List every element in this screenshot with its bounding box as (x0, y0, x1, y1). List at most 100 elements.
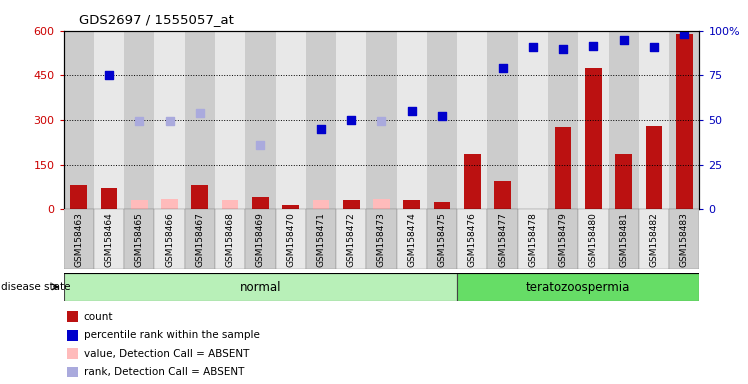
Bar (639, 31, 669, 209)
Text: GSM158463: GSM158463 (74, 212, 83, 267)
Bar (396, 209, 427, 269)
Point (133, 118, 145, 124)
Text: GSM158464: GSM158464 (105, 212, 114, 267)
Point (194, 109, 206, 116)
Point (557, 45, 569, 51)
Bar (313, 200, 329, 209)
Text: GSM158478: GSM158478 (528, 212, 537, 267)
Bar (548, 209, 578, 269)
Bar (191, 185, 208, 209)
Text: GSM158480: GSM158480 (589, 212, 598, 267)
Bar (162, 199, 178, 209)
Bar (488, 31, 518, 209)
Bar (215, 31, 245, 209)
Text: GSM158469: GSM158469 (256, 212, 265, 267)
Bar (646, 126, 662, 209)
Bar (518, 209, 548, 269)
Text: disease state: disease state (1, 282, 71, 292)
Bar (275, 209, 306, 269)
Text: GSM158473: GSM158473 (377, 212, 386, 267)
Bar (555, 127, 571, 209)
Point (618, 36, 630, 43)
Bar (367, 31, 396, 209)
Bar (373, 199, 390, 209)
Bar (336, 31, 367, 209)
Bar (427, 209, 457, 269)
Point (436, 113, 448, 119)
Bar (64, 31, 94, 209)
Bar (639, 209, 669, 269)
Bar (185, 209, 215, 269)
Bar (488, 209, 518, 269)
Text: teratozoospermia: teratozoospermia (526, 281, 631, 293)
Bar (494, 181, 511, 209)
Bar (154, 209, 185, 269)
Bar (669, 31, 699, 209)
Bar (669, 209, 699, 269)
Bar (676, 34, 693, 209)
Bar (396, 31, 427, 209)
Bar (94, 209, 124, 269)
Bar (124, 209, 154, 269)
Bar (585, 68, 601, 209)
Bar (154, 31, 185, 209)
Bar (64, 273, 457, 301)
Bar (434, 202, 450, 209)
Bar (282, 205, 299, 209)
Bar (343, 200, 360, 209)
Bar (518, 31, 548, 209)
Bar (306, 209, 336, 269)
Text: GSM158465: GSM158465 (135, 212, 144, 267)
Point (103, 72, 115, 78)
Bar (275, 31, 306, 209)
Point (254, 142, 266, 148)
Bar (306, 31, 336, 209)
Text: GSM158479: GSM158479 (559, 212, 568, 267)
Text: GSM158471: GSM158471 (316, 212, 325, 267)
Text: GSM158472: GSM158472 (347, 212, 356, 267)
Bar (609, 31, 639, 209)
Bar (185, 31, 215, 209)
Point (678, 31, 690, 37)
Text: GDS2697 / 1555057_at: GDS2697 / 1555057_at (79, 13, 233, 26)
Bar (94, 31, 124, 209)
Point (587, 43, 599, 49)
Text: GSM158476: GSM158476 (468, 212, 476, 267)
Bar (609, 209, 639, 269)
Text: percentile rank within the sample: percentile rank within the sample (84, 330, 260, 340)
Point (497, 65, 509, 71)
Point (164, 118, 176, 124)
Point (346, 117, 358, 123)
Bar (464, 154, 481, 209)
Bar (64, 209, 94, 269)
Bar (245, 209, 275, 269)
Text: GSM158481: GSM158481 (619, 212, 628, 267)
Point (315, 126, 327, 132)
Bar (215, 209, 245, 269)
Bar (427, 31, 457, 209)
Bar (457, 209, 488, 269)
Bar (70, 185, 87, 209)
Bar (548, 31, 578, 209)
Bar (101, 189, 117, 209)
Bar (124, 31, 154, 209)
Point (648, 44, 660, 50)
Point (405, 108, 417, 114)
Text: GSM158474: GSM158474 (407, 212, 416, 267)
Bar (131, 200, 147, 209)
Text: GSM158468: GSM158468 (226, 212, 235, 267)
Text: GSM158483: GSM158483 (680, 212, 689, 267)
Text: GSM158482: GSM158482 (649, 212, 658, 267)
Text: rank, Detection Call = ABSENT: rank, Detection Call = ABSENT (84, 367, 244, 377)
Text: normal: normal (239, 281, 281, 293)
Bar (336, 209, 367, 269)
Point (527, 44, 539, 50)
Text: count: count (84, 312, 113, 322)
Point (375, 118, 387, 124)
Text: GSM158475: GSM158475 (438, 212, 447, 267)
Bar (245, 31, 275, 209)
Text: GSM158466: GSM158466 (165, 212, 174, 267)
Bar (221, 200, 239, 209)
Bar (252, 197, 269, 209)
Bar (578, 31, 609, 209)
